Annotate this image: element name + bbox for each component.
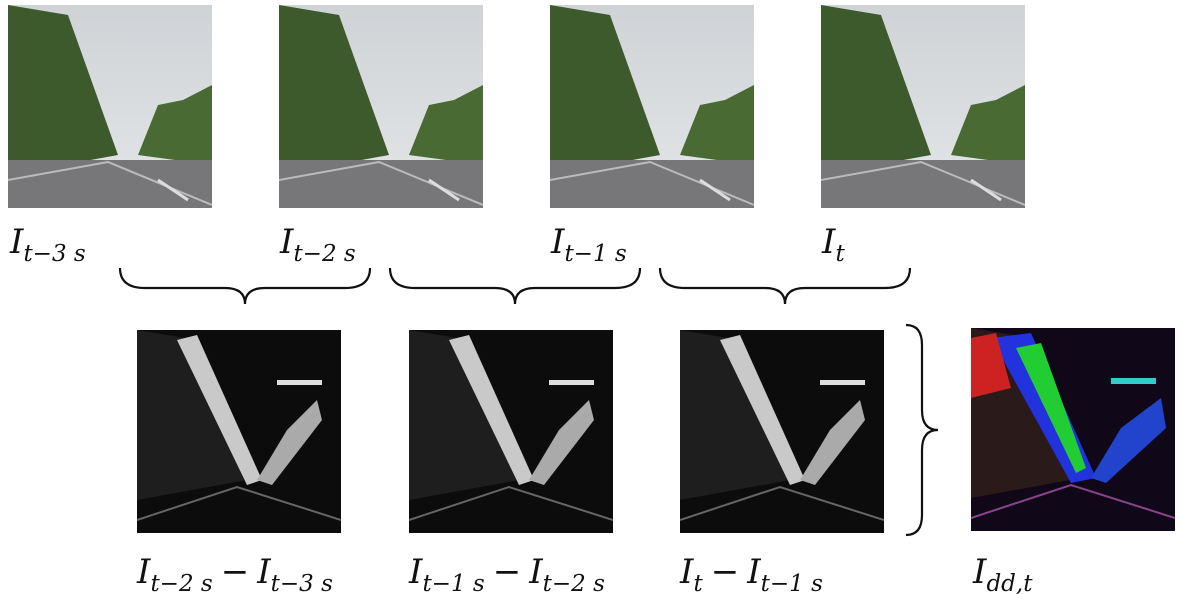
frame-label: It−3 s <box>9 222 86 267</box>
frame-image <box>8 5 212 208</box>
frame-image <box>279 5 483 208</box>
symbol-base: I <box>679 552 694 592</box>
symbol-base: I <box>550 222 565 262</box>
difference-label: It−It−1 s <box>679 552 823 594</box>
symbol-subscript: t−3 s <box>271 571 333 594</box>
symbol-base: I <box>972 552 987 592</box>
difference-label: It−1 s−It−2 s <box>408 552 605 594</box>
symbol-subscript: t−1 s <box>761 571 823 594</box>
symbol-subscript: t−3 s <box>23 241 85 267</box>
symbol-subscript: t <box>835 241 845 267</box>
symbol-base: I <box>821 222 836 262</box>
diff-image <box>137 330 341 533</box>
output-label: Idd,t <box>972 552 1033 594</box>
symbol-subscript: dd,t <box>986 571 1033 594</box>
figure: It−3 sIt−2 sIt−1 sItIt−2 s−It−3 sIt−1 s−… <box>0 0 1181 594</box>
symbol-base: I <box>408 552 423 592</box>
symbol-subscript: t−2 s <box>150 571 212 594</box>
frame-label: It−2 s <box>279 222 356 267</box>
difference-label: It−2 s−It−3 s <box>136 552 333 594</box>
frames <box>8 5 1025 208</box>
symbol-base: I <box>256 552 271 592</box>
brace <box>120 268 370 304</box>
symbol-subscript: t−2 s <box>543 571 605 594</box>
operator: − <box>493 552 522 592</box>
symbol-base: I <box>746 552 761 592</box>
frame-image <box>821 5 1025 208</box>
operator: − <box>711 552 740 592</box>
symbol-subscript: t <box>693 571 703 594</box>
diff-image <box>409 330 613 533</box>
operator: − <box>221 552 250 592</box>
diff-image <box>680 330 884 533</box>
symbol-base: I <box>279 222 294 262</box>
brace <box>660 268 910 304</box>
brace <box>390 268 640 304</box>
diff-images <box>137 330 884 533</box>
symbol-base: I <box>528 552 543 592</box>
symbol-subscript: t−1 s <box>422 571 484 594</box>
symbol-base: I <box>136 552 151 592</box>
symbol-subscript: t−2 s <box>293 241 355 267</box>
symbol-subscript: t−1 s <box>564 241 626 267</box>
frame-label: It <box>821 222 845 267</box>
output-image <box>971 328 1175 531</box>
frame-label: It−1 s <box>550 222 627 267</box>
frame-image <box>550 5 754 208</box>
symbol-base: I <box>9 222 24 262</box>
brace <box>906 325 938 535</box>
